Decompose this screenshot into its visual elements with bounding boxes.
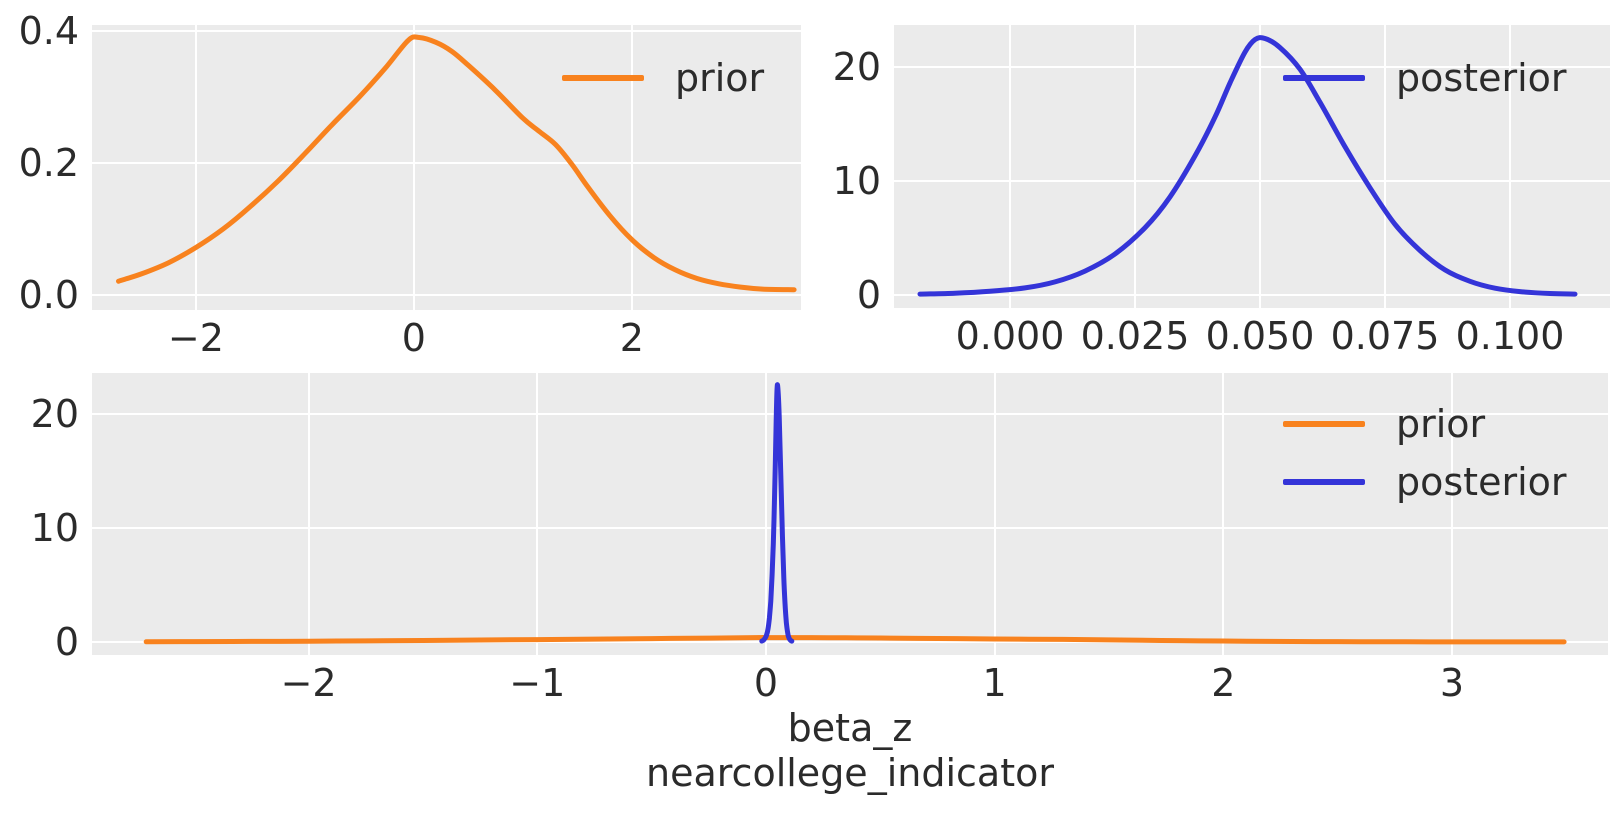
prior-legend-line xyxy=(1283,421,1365,427)
legend-entry-posterior: posterior xyxy=(1283,460,1567,504)
y-gridline xyxy=(92,29,801,32)
x-tick-label: −1 xyxy=(509,661,566,705)
posterior-legend-label: posterior xyxy=(1396,56,1567,100)
legend-entry-posterior: posterior xyxy=(1283,56,1567,100)
x-axis-label-line2: nearcollege_indicator xyxy=(646,751,1054,795)
prior-curve xyxy=(143,635,1567,645)
posterior-legend-line xyxy=(1283,75,1365,81)
plot-canvas xyxy=(116,34,797,293)
plot-canvas xyxy=(917,35,1578,297)
x-gridline xyxy=(1222,373,1225,655)
x-tick-label: −2 xyxy=(280,661,337,705)
y-gridline xyxy=(894,294,1610,296)
prior-legend-line xyxy=(562,75,644,81)
x-gridline xyxy=(1384,25,1386,308)
y-gridline xyxy=(92,641,1608,643)
x-gridline xyxy=(1009,25,1011,308)
y-gridline xyxy=(894,180,1610,182)
x-tick-label: 0 xyxy=(753,661,779,705)
y-tick-label: 0 xyxy=(54,620,79,664)
prior-legend-label: prior xyxy=(1396,402,1486,446)
x-tick-label: 2 xyxy=(619,316,644,360)
x-tick-label: 1 xyxy=(982,661,1007,705)
legend-entry-prior: prior xyxy=(562,56,764,100)
x-tick-label: 0.050 xyxy=(1205,314,1315,358)
x-tick-label: 0.000 xyxy=(955,314,1065,358)
x-tick-label: 2 xyxy=(1211,661,1236,705)
x-gridline xyxy=(307,373,310,655)
y-tick-label: 0.0 xyxy=(18,273,79,317)
subplot-combined: −2 −1 0 1 2 3 0 10 20 xyxy=(31,373,1608,702)
posterior-legend-label: posterior xyxy=(1396,460,1567,504)
x-tick-label: 0.075 xyxy=(1330,314,1440,358)
x-axis-label-line1: beta_z xyxy=(787,706,913,750)
x-gridline xyxy=(1259,25,1261,308)
legend-prior-marginal: prior xyxy=(562,56,764,100)
subplot-posterior-marginal: 0.000 0.025 0.050 0.075 0.100 0 10 20 xyxy=(833,25,1610,355)
posterior-curve xyxy=(759,382,795,644)
legend-entry-prior: prior xyxy=(1283,402,1567,446)
y-tick-label: 0.2 xyxy=(18,141,79,185)
x-tick-label: 3 xyxy=(1439,661,1465,705)
y-tick-label: 20 xyxy=(30,392,79,436)
y-gridline xyxy=(92,294,801,296)
y-gridline xyxy=(92,413,1608,415)
posterior-legend-line xyxy=(1283,479,1365,485)
x-gridline xyxy=(1509,25,1511,308)
x-gridline xyxy=(536,373,539,655)
x-tick-label: 0.100 xyxy=(1455,314,1565,358)
x-axis-label: beta_z nearcollege_indicator xyxy=(92,706,1608,796)
y-gridline xyxy=(92,527,1608,529)
y-tick-label: 10 xyxy=(30,506,79,550)
x-gridline xyxy=(993,373,996,655)
y-tick-label: 0.4 xyxy=(18,8,79,53)
x-tick-label: −2 xyxy=(167,316,224,360)
y-gridline xyxy=(894,66,1610,68)
subplot-prior-marginal: −2 0 2 0.0 0.2 0.4 xyxy=(19,12,801,357)
x-gridline xyxy=(412,25,415,310)
x-tick-label: 0 xyxy=(401,316,426,360)
posterior-curve xyxy=(917,35,1578,297)
legend-posterior-marginal: posterior xyxy=(1283,56,1567,100)
y-tick-label: 20 xyxy=(832,45,881,89)
prior-legend-label: prior xyxy=(675,56,765,100)
x-gridline xyxy=(1451,373,1453,655)
plot-canvas xyxy=(143,382,1567,645)
legend-combined: prior posterior xyxy=(1283,402,1567,504)
x-gridline xyxy=(194,25,197,310)
x-gridline xyxy=(1134,25,1136,308)
x-gridline xyxy=(630,25,633,310)
x-tick-label: 0.025 xyxy=(1080,314,1190,358)
x-gridline xyxy=(765,373,767,655)
y-tick-label: 10 xyxy=(832,159,881,203)
y-gridline xyxy=(92,162,801,164)
prior-curve xyxy=(116,34,797,293)
y-tick-label: 0 xyxy=(856,273,881,317)
